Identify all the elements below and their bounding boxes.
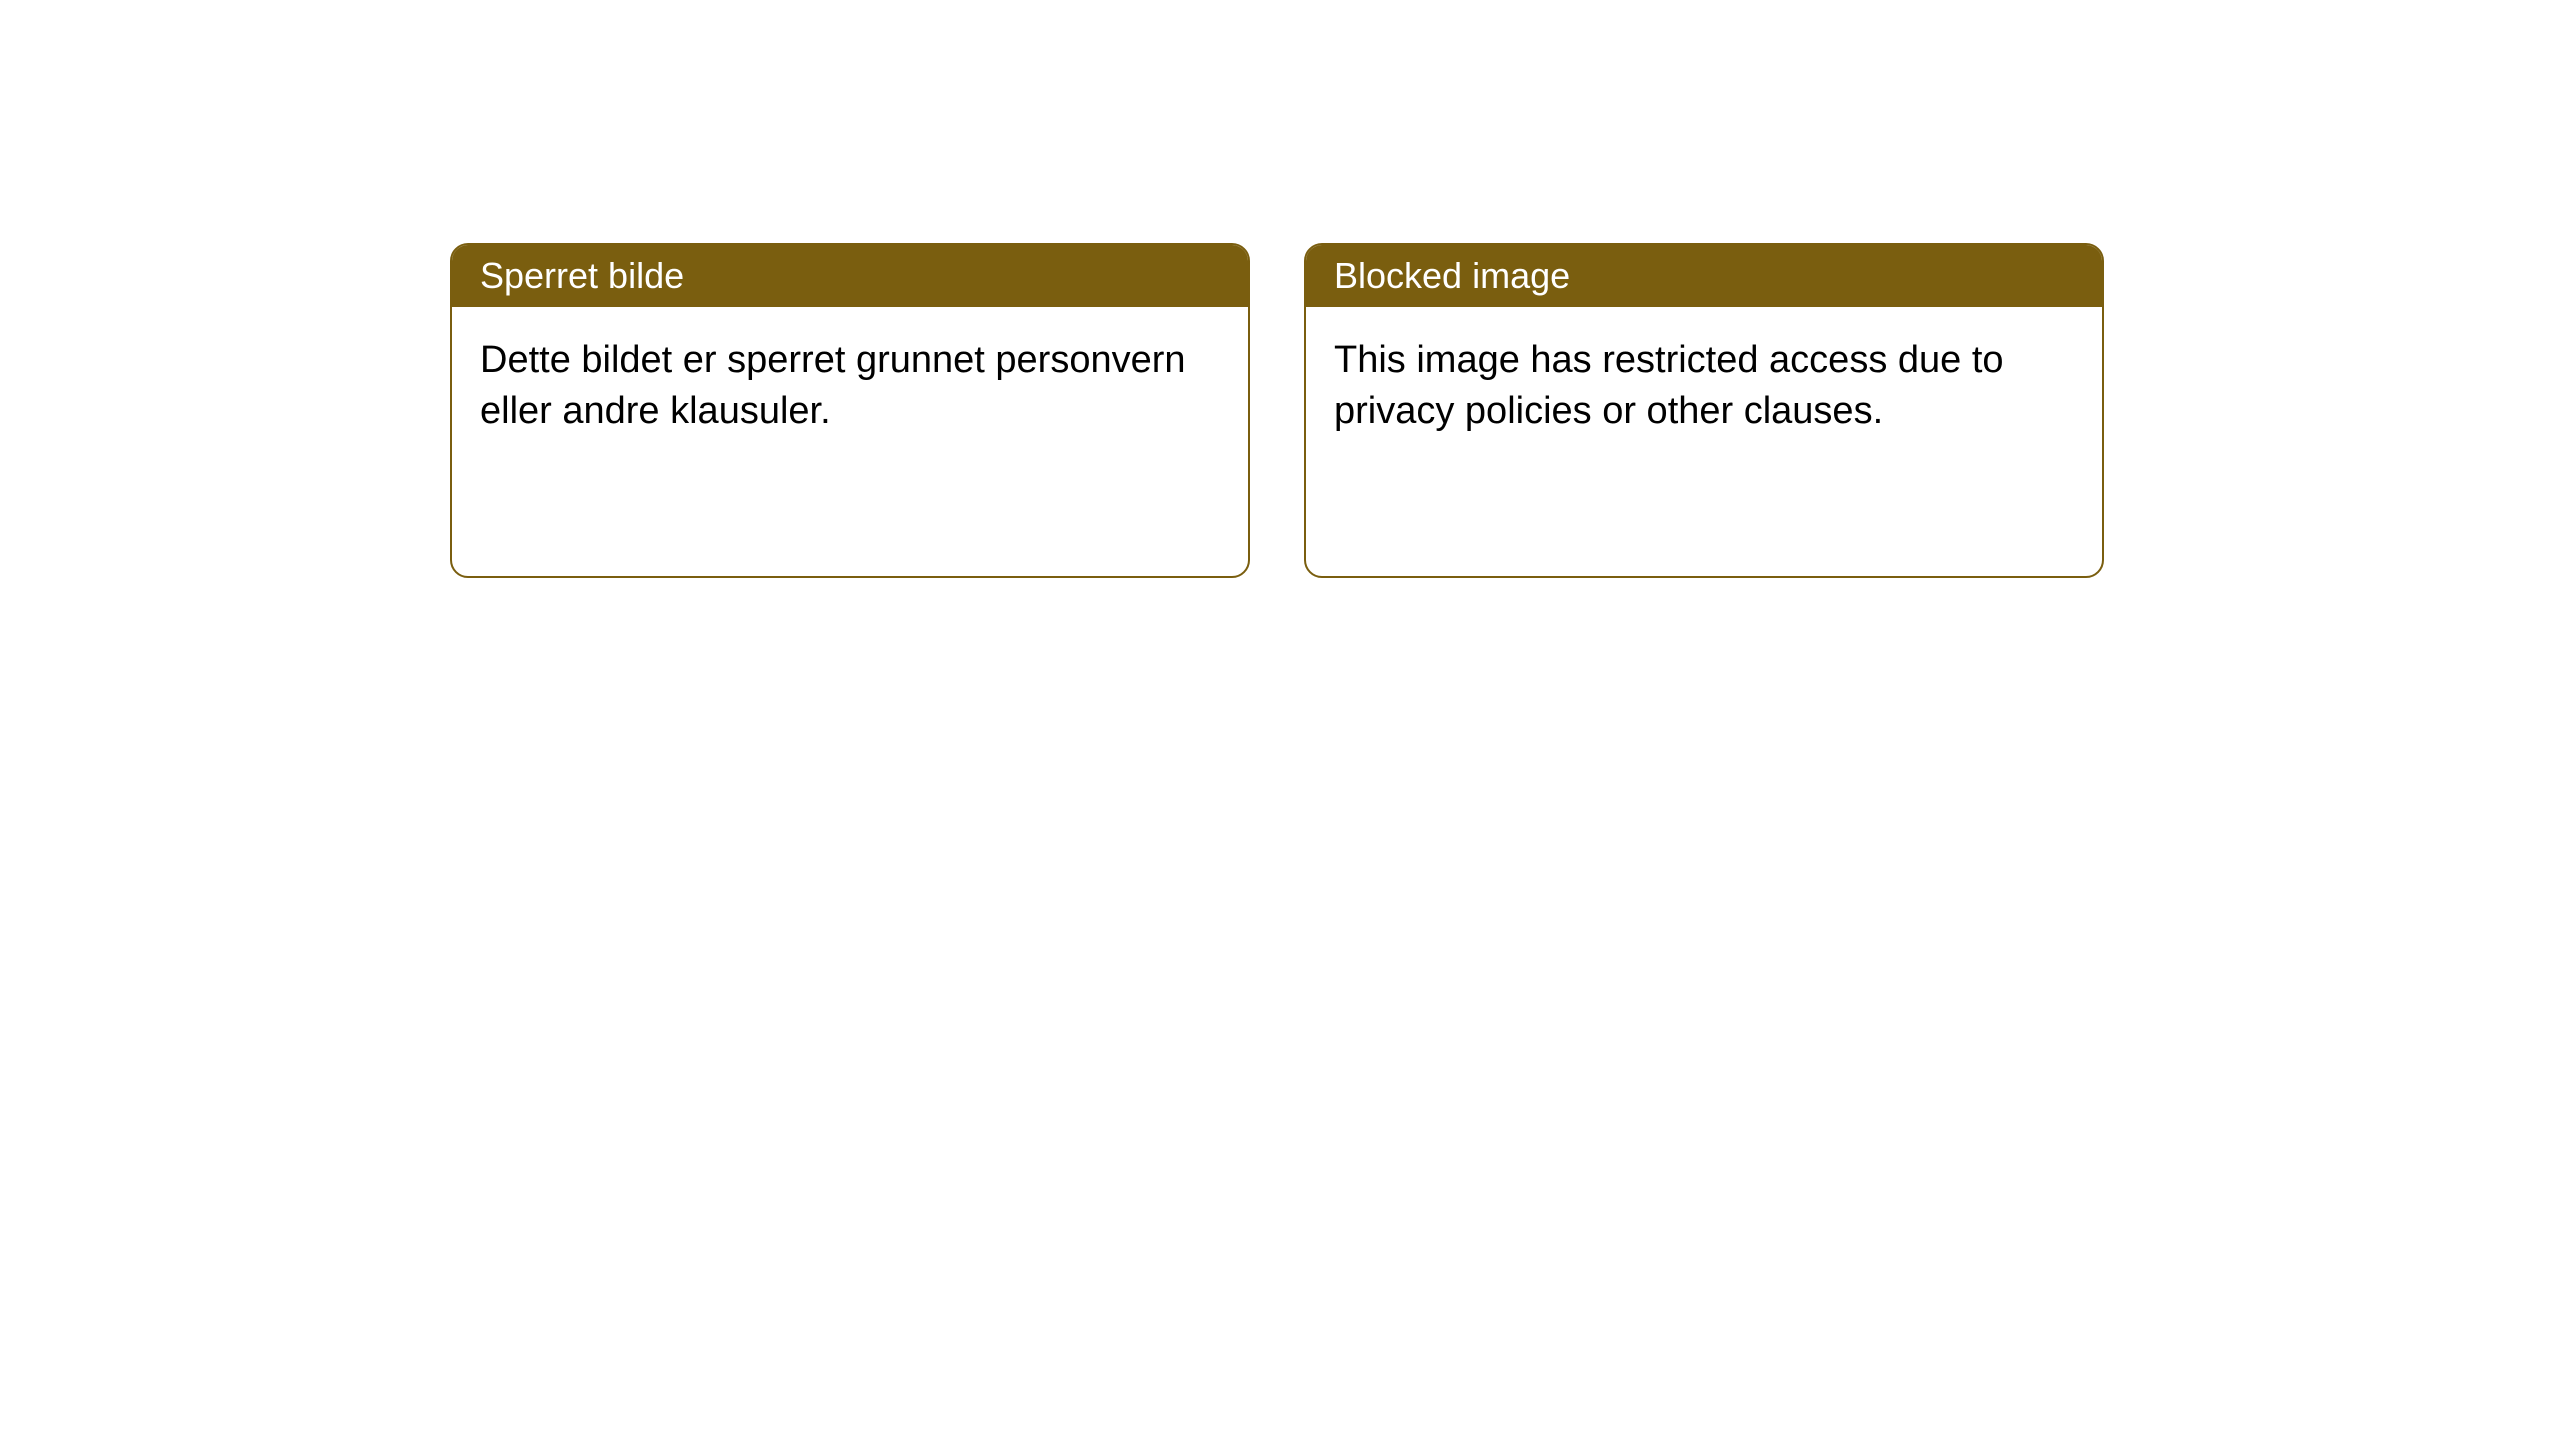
notice-header-english: Blocked image <box>1306 245 2102 307</box>
notice-body-english: This image has restricted access due to … <box>1306 307 2102 466</box>
notice-message-english: This image has restricted access due to … <box>1334 339 2004 432</box>
notice-box-norwegian: Sperret bilde Dette bildet er sperret gr… <box>450 243 1250 578</box>
notice-container: Sperret bilde Dette bildet er sperret gr… <box>0 0 2560 578</box>
notice-message-norwegian: Dette bildet er sperret grunnet personve… <box>480 339 1186 432</box>
notice-title-english: Blocked image <box>1334 255 1570 296</box>
notice-title-norwegian: Sperret bilde <box>480 255 684 296</box>
notice-body-norwegian: Dette bildet er sperret grunnet personve… <box>452 307 1248 466</box>
notice-header-norwegian: Sperret bilde <box>452 245 1248 307</box>
notice-box-english: Blocked image This image has restricted … <box>1304 243 2104 578</box>
